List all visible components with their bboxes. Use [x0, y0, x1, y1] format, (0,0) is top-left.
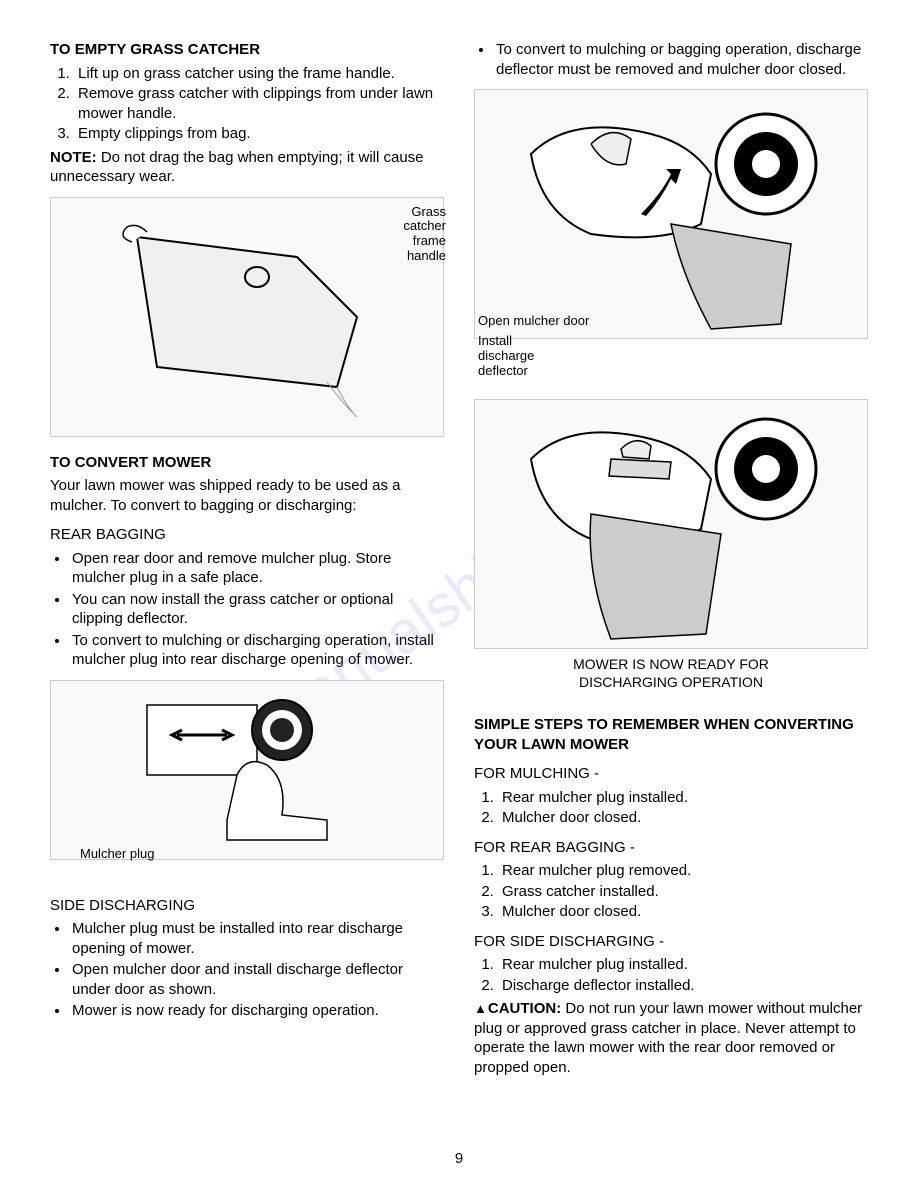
- side-discharge-list: Mulcher plug must be installed into rear…: [50, 919, 444, 1021]
- left-column: TO EMPTY GRASS CATCHER Lift up on grass …: [50, 40, 444, 1077]
- ready-svg: [511, 404, 831, 644]
- sidedisch-subheading: FOR SIDE DISCHARGING -: [474, 932, 868, 952]
- side-bullet-3: Mower is now ready for discharging opera…: [70, 1001, 444, 1021]
- grass-catcher-svg: [97, 207, 397, 427]
- fig-label-mulcher-plug: Mulcher plug: [80, 847, 154, 862]
- rear-bagging-list: Open rear door and remove mulcher plug. …: [50, 549, 444, 670]
- fig-label-handle: Grass catcher frame handle: [403, 205, 446, 265]
- sidedisch-steps: Rear mulcher plug installed. Discharge d…: [474, 955, 868, 995]
- simple-steps-heading: SIMPLE STEPS TO REMEMBER WHEN CONVERTING…: [474, 715, 868, 754]
- page-columns: TO EMPTY GRASS CATCHER Lift up on grass …: [50, 40, 868, 1077]
- bag-1: Rear mulcher plug removed.: [498, 861, 868, 881]
- bagging-steps: Rear mulcher plug removed. Grass catcher…: [474, 861, 868, 922]
- mulcher-plug-svg: [107, 685, 387, 855]
- figure-open-door-illustration: [474, 89, 868, 339]
- figure-open-door: Open mulcher door Install discharge defl…: [474, 89, 868, 369]
- note-text: Do not drag the bag when emptying; it wi…: [50, 149, 424, 186]
- empty-catcher-steps: Lift up on grass catcher using the frame…: [50, 64, 444, 144]
- figure-grass-catcher-illustration: [50, 197, 444, 437]
- figure-mulcher-plug: Mulcher plug: [50, 680, 444, 880]
- fig-label-install-deflector: Install discharge deflector: [478, 334, 534, 379]
- rear-bagging-subheading: REAR BAGGING: [50, 525, 444, 545]
- convert-intro: Your lawn mower was shipped ready to be …: [50, 476, 444, 515]
- mulching-steps: Rear mulcher plug installed. Mulcher doo…: [474, 788, 868, 828]
- sd-2: Discharge deflector installed.: [498, 976, 868, 996]
- right-top-bullet: To convert to mulching or bagging operat…: [494, 40, 868, 79]
- empty-step-3: Empty clippings from bag.: [74, 124, 444, 144]
- empty-step-1: Lift up on grass catcher using the frame…: [74, 64, 444, 84]
- rear-bullet-1: Open rear door and remove mulcher plug. …: [70, 549, 444, 588]
- note-label: NOTE:: [50, 149, 97, 166]
- fig-label-open-door: Open mulcher door: [478, 314, 589, 329]
- side-bullet-1: Mulcher plug must be installed into rear…: [70, 919, 444, 958]
- figure-mulcher-plug-illustration: [50, 680, 444, 860]
- bag-2: Grass catcher installed.: [498, 882, 868, 902]
- figure-ready: MOWER IS NOW READY FOR DISCHARGING OPERA…: [474, 399, 868, 699]
- caution-label: CAUTION:: [474, 1000, 561, 1017]
- mulching-subheading: FOR MULCHING -: [474, 764, 868, 784]
- open-door-svg: [511, 94, 831, 334]
- mulch-2: Mulcher door closed.: [498, 808, 868, 828]
- bagging-subheading: FOR REAR BAGGING -: [474, 838, 868, 858]
- right-top-bullet-list: To convert to mulching or bagging operat…: [474, 40, 868, 79]
- section-convert-heading: TO CONVERT MOWER: [50, 453, 444, 473]
- rear-bullet-2: You can now install the grass catcher or…: [70, 590, 444, 629]
- sd-1: Rear mulcher plug installed.: [498, 955, 868, 975]
- bag-3: Mulcher door closed.: [498, 902, 868, 922]
- figure-ready-illustration: [474, 399, 868, 649]
- empty-note: NOTE: Do not drag the bag when emptying;…: [50, 148, 444, 187]
- mulch-1: Rear mulcher plug installed.: [498, 788, 868, 808]
- rear-bullet-3: To convert to mulching or discharging op…: [70, 631, 444, 670]
- page-number: 9: [455, 1149, 463, 1169]
- figure-grass-catcher: Grass catcher frame handle: [50, 197, 444, 437]
- caution-block: CAUTION: Do not run your lawn mower with…: [474, 999, 868, 1077]
- fig-ready-caption: MOWER IS NOW READY FOR DISCHARGING OPERA…: [474, 655, 868, 691]
- empty-step-2: Remove grass catcher with clippings from…: [74, 84, 444, 123]
- side-discharge-subheading: SIDE DISCHARGING: [50, 896, 444, 916]
- section-empty-catcher-heading: TO EMPTY GRASS CATCHER: [50, 40, 444, 60]
- right-column: To convert to mulching or bagging operat…: [474, 40, 868, 1077]
- side-bullet-2: Open mulcher door and install discharge …: [70, 960, 444, 999]
